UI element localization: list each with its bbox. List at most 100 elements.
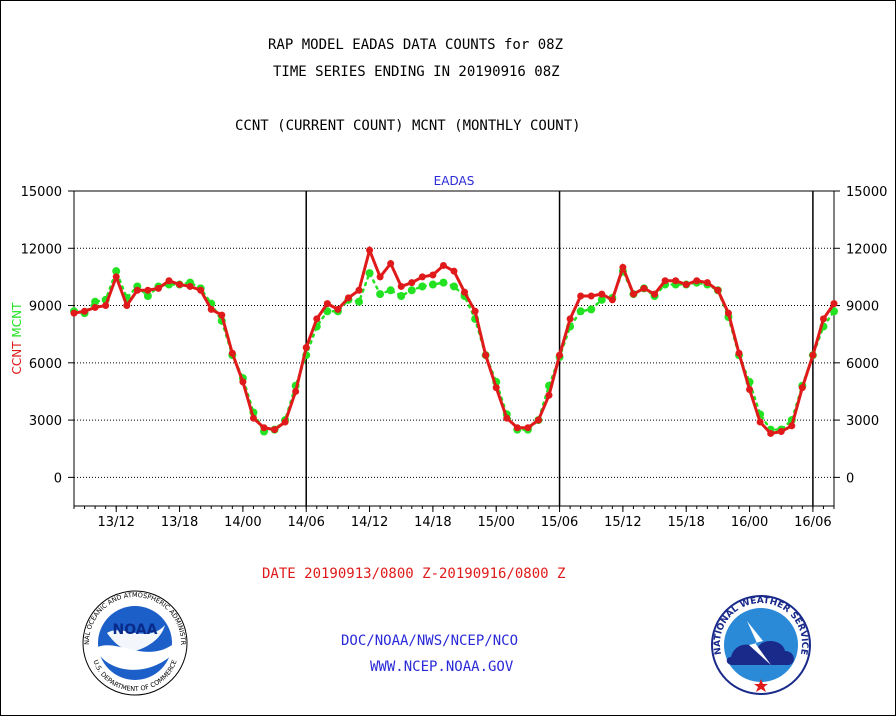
x-tick-label: 15/12 [604, 515, 641, 530]
mcnt-point [397, 292, 406, 300]
ccnt-point [724, 309, 732, 317]
x-tick-label: 15/18 [667, 515, 704, 530]
ccnt-point [91, 303, 99, 311]
ccnt-point [534, 416, 542, 424]
mcnt-point [418, 282, 427, 291]
ccnt-point [767, 429, 775, 437]
y-axis-label-ccnt: CCNT [10, 338, 24, 375]
ccnt-point [207, 305, 215, 313]
ccnt-point [81, 307, 89, 315]
y-tick-label-right: 9000 [846, 300, 879, 315]
ccnt-point [756, 418, 764, 426]
mcnt-point [576, 307, 585, 316]
x-tick-label: 14/06 [287, 515, 324, 530]
ccnt-point [693, 277, 701, 285]
x-tick-label: 15/06 [541, 515, 578, 530]
ccnt-point [608, 296, 616, 304]
ccnt-point [788, 422, 796, 430]
mcnt-point [407, 286, 416, 295]
noaa-logo: NOAA NATIONAL OCEANIC AND ATMOSPHERIC AD… [77, 585, 188, 696]
ccnt-point [746, 386, 754, 394]
ccnt-point [197, 286, 205, 294]
y-axis-label-mcnt: MCNT [10, 302, 24, 338]
y-tick-label-right: 15000 [846, 185, 887, 200]
x-tick-label: 14/18 [414, 515, 451, 530]
ccnt-point [577, 292, 585, 300]
ccnt-point [165, 277, 173, 285]
y-tick-label-left: 0 [54, 471, 62, 486]
mcnt-point [450, 282, 458, 291]
ccnt-point [598, 290, 606, 298]
mcnt-point [386, 286, 395, 295]
x-tick-label: 16/06 [794, 515, 831, 530]
ccnt-point [323, 300, 331, 308]
ccnt-point [154, 284, 162, 292]
ccnt-point [682, 281, 690, 289]
ccnt-point [133, 286, 141, 294]
ccnt-point [714, 286, 722, 294]
ccnt-point [545, 391, 553, 399]
ccnt-point [176, 281, 184, 289]
ccnt-point [344, 294, 352, 302]
ccnt-point [144, 286, 152, 294]
ccnt-point [313, 315, 321, 323]
series-line-ccnt [73, 245, 836, 436]
y-tick-label-left: 9000 [29, 300, 62, 315]
url-link[interactable]: WWW.NCEP.NOAA.GOV [370, 659, 514, 675]
mcnt-point [112, 267, 121, 276]
mcnt-point [830, 307, 838, 316]
x-tick-label: 16/00 [731, 515, 768, 530]
mcnt-point [587, 305, 596, 314]
x-tick-label: 13/18 [161, 515, 198, 530]
mcnt-point [91, 297, 100, 306]
ccnt-point [260, 424, 268, 432]
y-tick-label-right: 6000 [846, 357, 879, 372]
y-tick-label-left: 6000 [29, 357, 62, 372]
date-range-label: DATE 20190913/0800 Z-20190916/0800 Z [262, 566, 566, 582]
y-tick-label-left: 15000 [21, 185, 62, 200]
title-line-1: RAP MODEL EADAS DATA COUNTS for 08Z [268, 37, 564, 53]
ccnt-point [366, 246, 374, 254]
ccnt-point [651, 290, 659, 298]
ccnt-point [450, 267, 458, 275]
ccnt-point [397, 282, 405, 290]
y-tick-label-left: 12000 [21, 242, 62, 257]
ccnt-point [798, 384, 806, 392]
ccnt-point [830, 300, 838, 308]
ccnt-point [102, 302, 110, 310]
ccnt-point [281, 418, 289, 426]
ccnt-point [334, 305, 342, 313]
org-line[interactable]: DOC/NOAA/NWS/NCEP/NCO [341, 633, 519, 649]
mcnt-point [428, 280, 437, 289]
ccnt-point [376, 273, 384, 281]
ccnt-point [387, 260, 395, 268]
ccnt-point [819, 315, 827, 323]
ccnt-point [186, 282, 194, 290]
title-line-3: CCNT (CURRENT COUNT) MCNT (MONTHLY COUNT… [235, 118, 581, 134]
ccnt-point [482, 351, 490, 359]
chart-title: EADAS [434, 174, 475, 188]
ccnt-point [123, 302, 131, 310]
ccnt-point [640, 284, 648, 292]
ccnt-point [461, 288, 469, 296]
ccnt-point [735, 349, 743, 357]
ccnt-point [239, 378, 247, 386]
noaa-logo-text: NOAA [113, 622, 158, 638]
ccnt-point [703, 279, 711, 287]
ccnt-point [503, 414, 511, 422]
mcnt-point [376, 290, 385, 299]
x-tick-label: 13/12 [97, 515, 134, 530]
x-tick-label: 14/12 [351, 515, 388, 530]
ccnt-point [661, 277, 669, 285]
ccnt-point [629, 290, 637, 298]
mcnt-point [597, 295, 606, 304]
ccnt-point [112, 273, 120, 281]
ccnt-point [556, 351, 564, 359]
ccnt-point [809, 351, 817, 359]
ccnt-point [292, 387, 300, 395]
x-tick-label: 15/00 [477, 515, 514, 530]
ccnt-point [513, 424, 521, 432]
ccnt-point [418, 273, 426, 281]
ccnt-point [429, 271, 437, 279]
